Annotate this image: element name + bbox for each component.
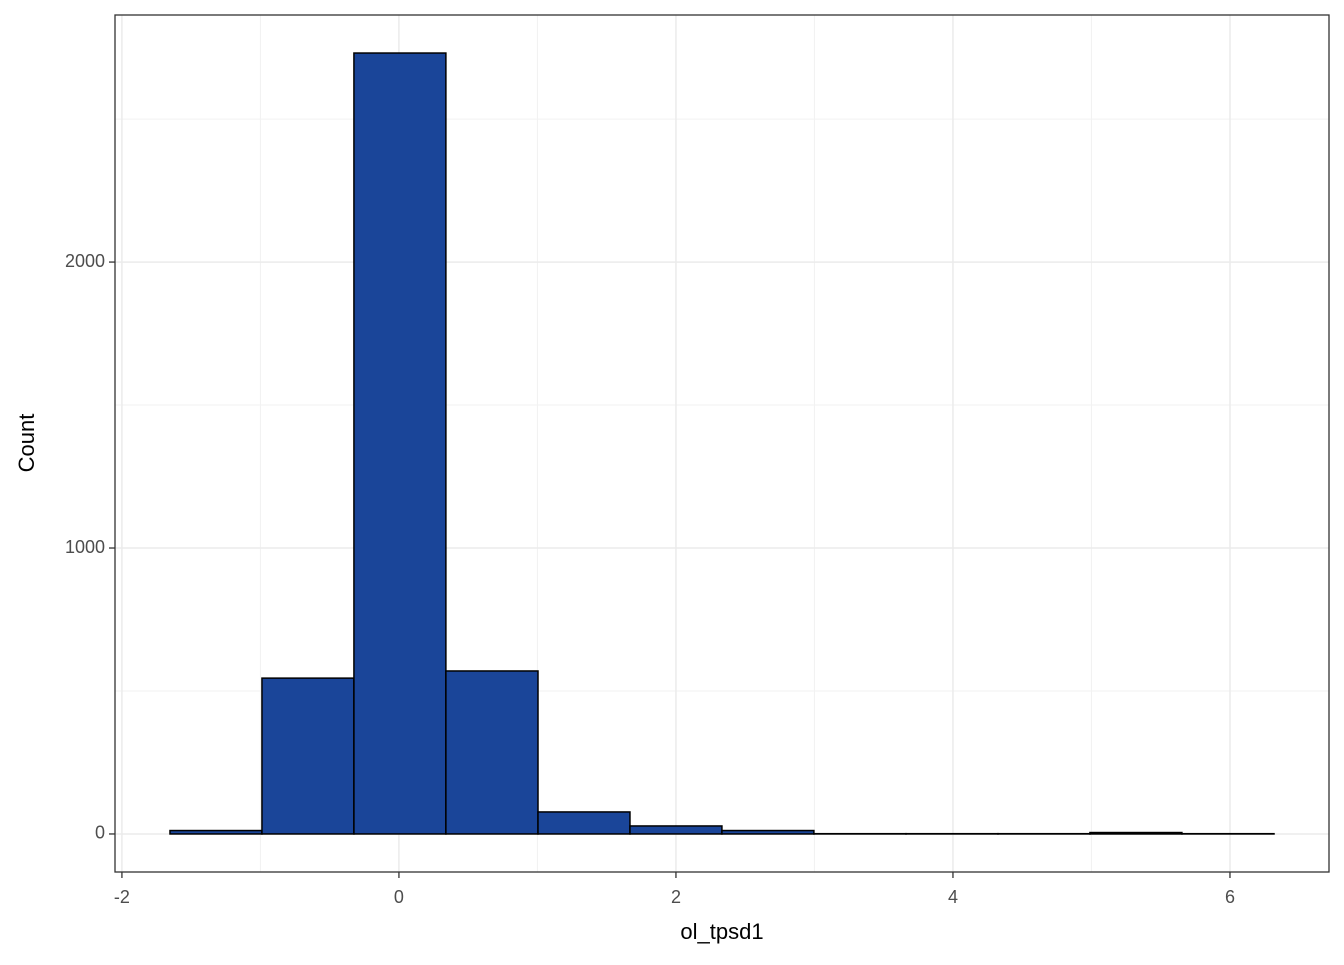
- x-tick-label: 4: [948, 887, 958, 907]
- bar: [1090, 833, 1182, 834]
- bar: [630, 826, 722, 834]
- bar: [538, 812, 630, 834]
- y-tick-label: 2000: [65, 251, 105, 271]
- x-tick-label: 0: [394, 887, 404, 907]
- x-axis-title: ol_tpsd1: [680, 919, 763, 944]
- bar: [722, 831, 814, 834]
- x-tick-label: 2: [671, 887, 681, 907]
- bar: [170, 831, 262, 834]
- bar: [446, 671, 538, 834]
- y-tick-label: 0: [95, 823, 105, 843]
- y-axis-title: Count: [14, 414, 39, 473]
- bar: [262, 678, 354, 834]
- x-tick-label: 6: [1225, 887, 1235, 907]
- bar: [354, 53, 446, 834]
- x-tick-label: -2: [114, 887, 130, 907]
- y-tick-label: 1000: [65, 537, 105, 557]
